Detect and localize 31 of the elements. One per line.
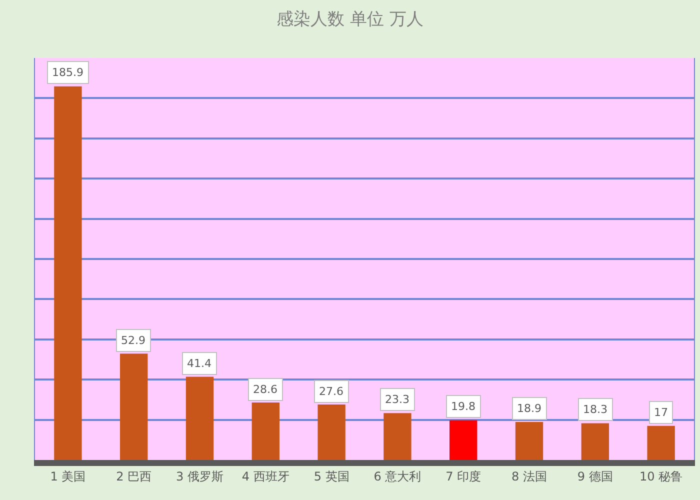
x-tick-label: 7 印度	[446, 469, 482, 484]
bar	[384, 413, 412, 460]
bar	[252, 402, 280, 460]
data-label: 18.9	[517, 402, 542, 415]
data-label: 19.8	[451, 400, 476, 413]
x-tick-label: 1 美国	[50, 469, 86, 484]
bar	[318, 404, 346, 460]
x-tick-label: 2 巴西	[116, 469, 152, 484]
chart-title: 感染人数 单位 万人	[276, 9, 424, 30]
data-label: 52.9	[121, 334, 146, 347]
data-label: 28.6	[253, 383, 278, 396]
data-label: 185.9	[52, 66, 84, 79]
data-label: 17	[654, 406, 668, 419]
data-label: 27.6	[319, 385, 344, 398]
bar	[647, 426, 675, 460]
bar	[581, 423, 609, 460]
bar	[54, 86, 82, 460]
data-label: 18.3	[583, 403, 608, 416]
bar	[450, 420, 478, 460]
x-tick-label: 5 英国	[314, 469, 350, 484]
x-tick-label: 9 德国	[577, 469, 613, 484]
x-tick-label: 6 意大利	[374, 469, 422, 484]
bar	[515, 422, 544, 460]
x-tick-label: 8 法国	[512, 469, 547, 484]
bar	[186, 376, 214, 460]
x-tick-label: 10 秘鲁	[640, 469, 683, 484]
x-tick-label: 3 俄罗斯	[176, 469, 224, 484]
data-label: 23.3	[385, 393, 410, 406]
data-label: 41.4	[187, 357, 212, 370]
bar	[120, 354, 148, 460]
x-tick-label: 4 西班牙	[242, 469, 290, 484]
